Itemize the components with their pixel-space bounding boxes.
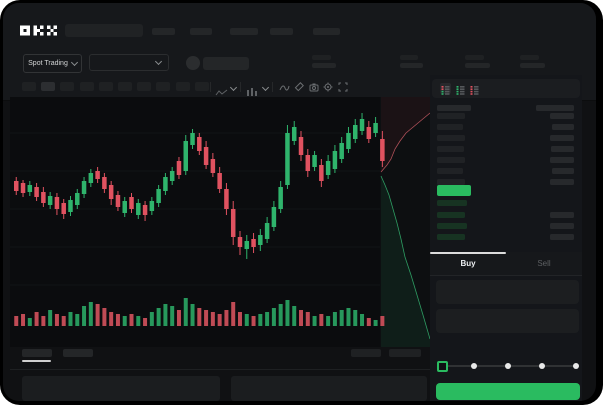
header-action-button[interactable] <box>203 57 249 70</box>
amount-field[interactable] <box>436 309 579 333</box>
chart-tab-2[interactable] <box>63 349 93 357</box>
ask-row-1-amount[interactable] <box>550 113 574 119</box>
timeframe-button-3[interactable] <box>60 82 75 91</box>
timeframe-button-9[interactable] <box>175 82 190 91</box>
chart-canvas <box>10 97 431 347</box>
last-price-pill[interactable] <box>437 185 471 196</box>
slider-step-5[interactable] <box>573 363 579 369</box>
timeframe-button-4[interactable] <box>79 82 94 91</box>
ask-row-7-amount[interactable] <box>550 179 574 185</box>
bid-row-4-price[interactable] <box>437 234 465 240</box>
ask-row-2-amount[interactable] <box>552 124 574 130</box>
timeframe-button-8[interactable] <box>156 82 171 91</box>
ask-row-6-price[interactable] <box>437 168 463 174</box>
bid-row-1-amount[interactable] <box>550 212 574 218</box>
bid-row-2-price[interactable] <box>437 212 465 218</box>
bottom-panel-1 <box>22 376 220 401</box>
nav-item-5[interactable] <box>313 28 340 35</box>
toolbar-divider <box>272 82 273 92</box>
sell-label: Sell <box>537 259 551 268</box>
camera-icon[interactable] <box>309 82 319 92</box>
stat-1-label <box>312 55 331 60</box>
fullscreen-icon[interactable] <box>338 82 348 92</box>
orderbook-header-price <box>437 105 471 111</box>
order-book-asks-icon[interactable] <box>469 83 480 95</box>
timeframe-button-10[interactable] <box>194 82 209 91</box>
candlestick-chart[interactable] <box>10 97 431 347</box>
ask-row-2-price[interactable] <box>437 124 463 130</box>
bid-row-3-price[interactable] <box>437 223 467 229</box>
okx-logo[interactable] <box>20 23 57 41</box>
slider-handle[interactable] <box>437 361 448 372</box>
draw-tool-icon[interactable] <box>294 82 304 92</box>
timeframe-button-6[interactable] <box>118 82 132 91</box>
ask-row-7-price[interactable] <box>437 179 465 185</box>
slider-step-2[interactable] <box>471 363 477 369</box>
ask-row-3-price[interactable] <box>437 135 465 141</box>
ask-row-4-amount[interactable] <box>551 146 574 152</box>
orderbook-toolbar <box>432 79 580 98</box>
timeframe-button-5[interactable] <box>98 82 113 91</box>
search-input[interactable] <box>65 24 143 37</box>
chart-type-icon[interactable] <box>215 84 228 102</box>
ask-row-1-price[interactable] <box>437 113 465 119</box>
order-book-both-icon[interactable] <box>440 83 451 95</box>
nav-item-1[interactable] <box>152 28 175 35</box>
toolbar-divider <box>210 82 211 92</box>
stat-2-value <box>400 63 423 68</box>
stat-1-value <box>312 63 336 68</box>
timeframe-button-2[interactable] <box>41 82 56 91</box>
chevron-down-icon <box>70 58 78 67</box>
stat-4-value <box>520 63 545 68</box>
stat-4-label <box>520 55 539 60</box>
ask-row-5-price[interactable] <box>437 157 465 163</box>
buy-tab-indicator <box>430 252 506 254</box>
divider <box>10 369 430 370</box>
indicators-icon[interactable] <box>246 83 259 101</box>
stat-2-label <box>400 55 418 60</box>
ask-row-6-amount[interactable] <box>552 168 574 174</box>
slider-step-4[interactable] <box>539 363 545 369</box>
bid-row-2-amount[interactable] <box>550 223 574 229</box>
ask-row-3-amount[interactable] <box>550 135 574 141</box>
buy-submit-button[interactable] <box>436 383 580 400</box>
tab-buy[interactable]: Buy <box>430 259 506 268</box>
ask-row-4-price[interactable] <box>437 146 464 152</box>
order-book-bids-icon[interactable] <box>455 83 466 95</box>
nav-item-4[interactable] <box>270 28 293 35</box>
timeframe-button-1[interactable] <box>22 82 36 91</box>
okx-logo-icon <box>20 25 57 36</box>
bid-row-1-price[interactable] <box>437 200 467 206</box>
chevron-down-icon <box>154 57 163 66</box>
pair-dropdown[interactable] <box>89 54 169 71</box>
app-surface: Spot Trading <box>3 3 596 401</box>
timeframe-button-7[interactable] <box>137 82 152 91</box>
orderbook-header-amount <box>536 105 574 111</box>
bottom-panel-2 <box>231 376 427 401</box>
nav-item-3[interactable] <box>230 28 258 35</box>
settings-gear-icon[interactable] <box>323 82 333 92</box>
bid-row-3-amount[interactable] <box>550 234 574 240</box>
trade-tabs <box>430 252 582 276</box>
line-tool-icon[interactable] <box>279 84 290 92</box>
buy-label: Buy <box>460 259 476 268</box>
chart-tab-1[interactable] <box>22 349 52 357</box>
nav-item-2[interactable] <box>190 28 212 35</box>
ask-row-5-amount[interactable] <box>550 157 574 163</box>
spot-trading-selector[interactable]: Spot Trading <box>23 54 82 73</box>
stat-3-value <box>465 63 490 68</box>
price-field[interactable] <box>436 280 579 304</box>
spot-trading-label: Spot Trading <box>28 60 68 67</box>
tab-sell[interactable]: Sell <box>506 259 582 268</box>
chart-option-button-2[interactable] <box>389 349 421 357</box>
active-tab-underline <box>22 360 51 362</box>
avatar[interactable] <box>186 56 200 70</box>
stat-3-label <box>465 55 484 60</box>
chart-option-button-1[interactable] <box>351 349 381 357</box>
slider-step-3[interactable] <box>505 363 511 369</box>
toolbar-divider <box>240 82 241 92</box>
